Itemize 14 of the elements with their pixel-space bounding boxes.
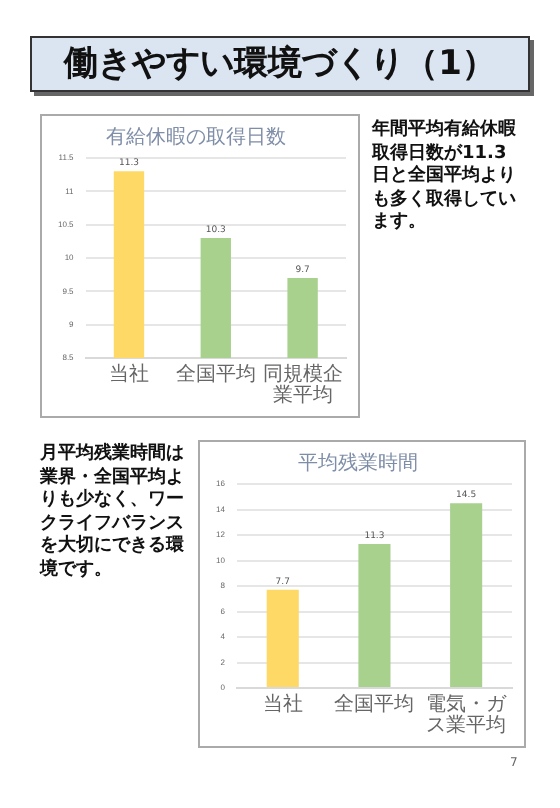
text: 働きやすい環境づくり（1）	[30, 36, 530, 92]
text: 年間平均有給休暇取得日数が11.3日と全国平均よりも多く取得しています。	[372, 120, 518, 235]
x-tick-label: 電気・ガス業平均	[426, 694, 509, 737]
x-tick-label: 全国平均	[175, 362, 256, 386]
x-tick-label: 当社	[108, 362, 149, 386]
x-tick-label: 全国平均	[334, 692, 415, 716]
chart-title: 平均残業時間	[298, 451, 418, 476]
chart-title: 有給休暇の取得日数	[106, 125, 286, 150]
x-tick-label: 同規模企業平均	[262, 362, 343, 407]
bar	[358, 543, 391, 687]
x-tick-label: 当社	[262, 692, 303, 716]
bar	[450, 503, 483, 687]
bar	[266, 589, 299, 687]
text: 月平均残業時間は業界・全国平均よりも少なく、ワークライフバランスを大切にできる環境です。	[40, 444, 186, 582]
